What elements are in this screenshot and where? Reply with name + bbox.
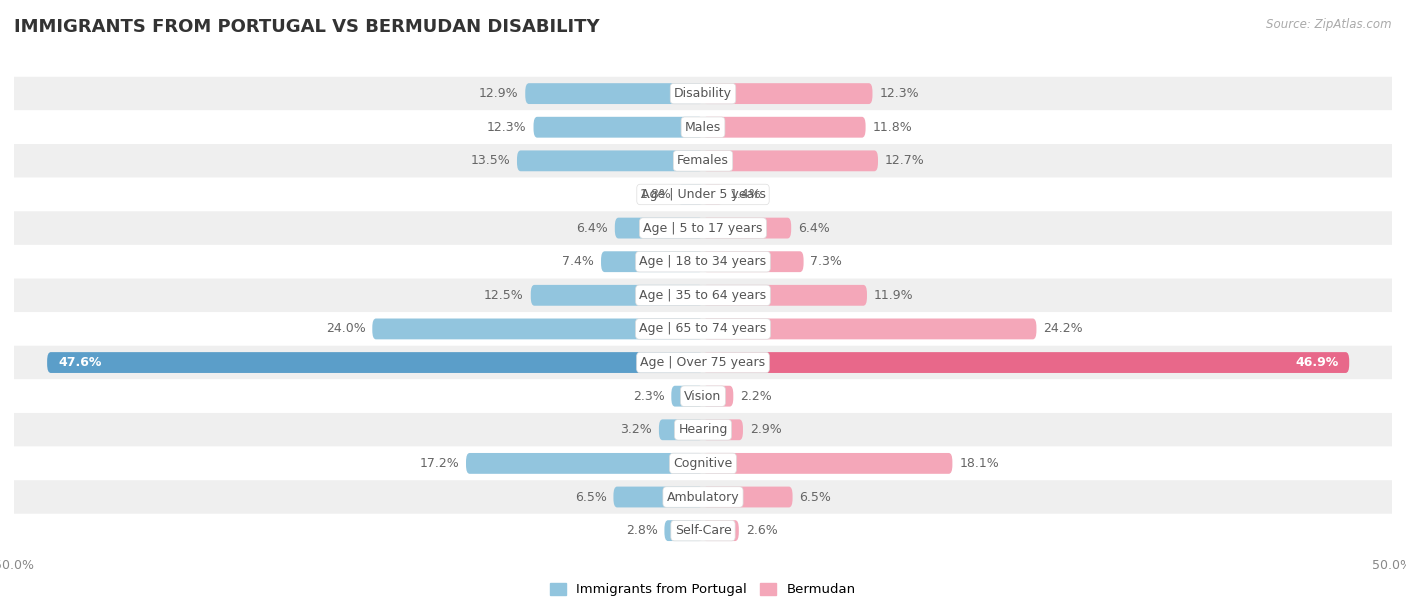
Text: 6.5%: 6.5% [800, 490, 831, 504]
FancyBboxPatch shape [703, 285, 868, 306]
FancyBboxPatch shape [0, 447, 1406, 480]
FancyBboxPatch shape [703, 419, 742, 440]
FancyBboxPatch shape [703, 352, 1350, 373]
Text: Age | 65 to 74 years: Age | 65 to 74 years [640, 323, 766, 335]
Text: 6.4%: 6.4% [576, 222, 607, 234]
FancyBboxPatch shape [0, 177, 1406, 211]
FancyBboxPatch shape [517, 151, 703, 171]
FancyBboxPatch shape [703, 386, 734, 406]
FancyBboxPatch shape [0, 278, 1406, 312]
FancyBboxPatch shape [613, 487, 703, 507]
FancyBboxPatch shape [0, 379, 1406, 413]
Legend: Immigrants from Portugal, Bermudan: Immigrants from Portugal, Bermudan [544, 578, 862, 602]
Text: 46.9%: 46.9% [1295, 356, 1339, 369]
Text: Cognitive: Cognitive [673, 457, 733, 470]
Text: 7.3%: 7.3% [810, 255, 842, 268]
FancyBboxPatch shape [0, 110, 1406, 144]
Text: Age | Over 75 years: Age | Over 75 years [641, 356, 765, 369]
Text: 12.9%: 12.9% [478, 87, 519, 100]
FancyBboxPatch shape [703, 318, 1036, 339]
Text: Hearing: Hearing [678, 424, 728, 436]
Text: 24.2%: 24.2% [1043, 323, 1083, 335]
Text: 11.9%: 11.9% [875, 289, 914, 302]
FancyBboxPatch shape [531, 285, 703, 306]
FancyBboxPatch shape [703, 218, 792, 239]
Text: Males: Males [685, 121, 721, 134]
Text: Self-Care: Self-Care [675, 524, 731, 537]
Text: Age | 18 to 34 years: Age | 18 to 34 years [640, 255, 766, 268]
FancyBboxPatch shape [665, 520, 703, 541]
FancyBboxPatch shape [373, 318, 703, 339]
FancyBboxPatch shape [703, 520, 738, 541]
Text: Age | Under 5 years: Age | Under 5 years [641, 188, 765, 201]
FancyBboxPatch shape [465, 453, 703, 474]
Text: 18.1%: 18.1% [959, 457, 1000, 470]
Text: IMMIGRANTS FROM PORTUGAL VS BERMUDAN DISABILITY: IMMIGRANTS FROM PORTUGAL VS BERMUDAN DIS… [14, 18, 600, 36]
Text: Source: ZipAtlas.com: Source: ZipAtlas.com [1267, 18, 1392, 31]
Text: 11.8%: 11.8% [873, 121, 912, 134]
FancyBboxPatch shape [671, 386, 703, 406]
Text: 12.3%: 12.3% [486, 121, 527, 134]
Text: 2.9%: 2.9% [749, 424, 782, 436]
FancyBboxPatch shape [600, 252, 703, 272]
Text: 1.4%: 1.4% [730, 188, 761, 201]
Text: 17.2%: 17.2% [419, 457, 460, 470]
Text: 2.3%: 2.3% [633, 390, 665, 403]
Text: Vision: Vision [685, 390, 721, 403]
Text: 47.6%: 47.6% [58, 356, 101, 369]
FancyBboxPatch shape [526, 83, 703, 104]
Text: 2.2%: 2.2% [740, 390, 772, 403]
FancyBboxPatch shape [703, 487, 793, 507]
FancyBboxPatch shape [533, 117, 703, 138]
FancyBboxPatch shape [0, 346, 1406, 379]
FancyBboxPatch shape [703, 151, 877, 171]
Text: Age | 35 to 64 years: Age | 35 to 64 years [640, 289, 766, 302]
FancyBboxPatch shape [703, 252, 804, 272]
FancyBboxPatch shape [0, 413, 1406, 447]
Text: 24.0%: 24.0% [326, 323, 366, 335]
FancyBboxPatch shape [0, 312, 1406, 346]
FancyBboxPatch shape [659, 419, 703, 440]
FancyBboxPatch shape [0, 245, 1406, 278]
Text: Age | 5 to 17 years: Age | 5 to 17 years [644, 222, 762, 234]
Text: 1.8%: 1.8% [640, 188, 671, 201]
FancyBboxPatch shape [703, 117, 866, 138]
FancyBboxPatch shape [0, 480, 1406, 514]
Text: 12.5%: 12.5% [484, 289, 524, 302]
FancyBboxPatch shape [0, 211, 1406, 245]
FancyBboxPatch shape [703, 184, 723, 205]
Text: 6.4%: 6.4% [799, 222, 830, 234]
Text: 13.5%: 13.5% [471, 154, 510, 167]
FancyBboxPatch shape [614, 218, 703, 239]
Text: Females: Females [678, 154, 728, 167]
Text: 7.4%: 7.4% [562, 255, 595, 268]
Text: 3.2%: 3.2% [620, 424, 652, 436]
FancyBboxPatch shape [48, 352, 703, 373]
Text: 12.3%: 12.3% [879, 87, 920, 100]
FancyBboxPatch shape [678, 184, 703, 205]
Text: Ambulatory: Ambulatory [666, 490, 740, 504]
FancyBboxPatch shape [0, 76, 1406, 110]
FancyBboxPatch shape [0, 514, 1406, 548]
Text: 6.5%: 6.5% [575, 490, 606, 504]
Text: Disability: Disability [673, 87, 733, 100]
FancyBboxPatch shape [703, 453, 952, 474]
Text: 2.6%: 2.6% [745, 524, 778, 537]
FancyBboxPatch shape [0, 144, 1406, 177]
Text: 12.7%: 12.7% [884, 154, 925, 167]
FancyBboxPatch shape [703, 83, 873, 104]
Text: 2.8%: 2.8% [626, 524, 658, 537]
